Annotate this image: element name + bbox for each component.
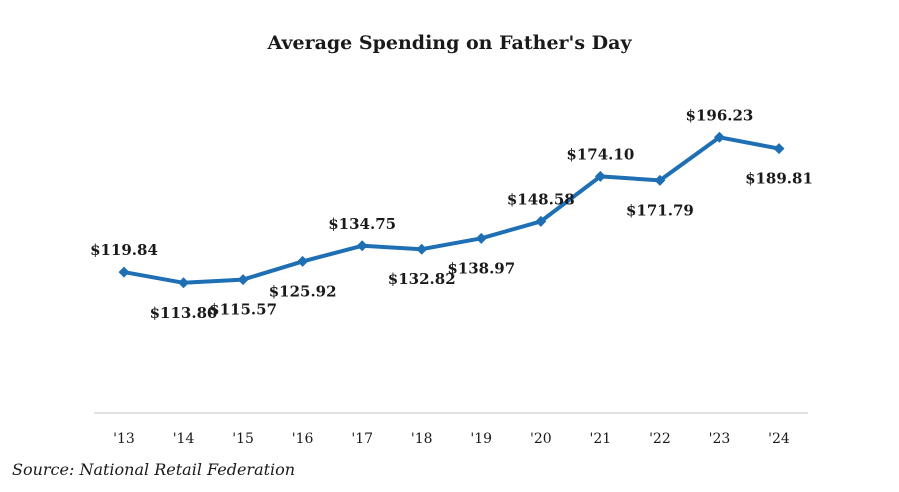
data-label: $171.79 (626, 201, 694, 219)
data-point (297, 255, 309, 267)
data-label: $113.80 (150, 304, 218, 322)
x-tick-label: '15 (232, 431, 254, 447)
data-point (416, 243, 428, 255)
x-tick-label: '16 (292, 431, 314, 447)
chart-title: Average Spending on Father's Day (267, 32, 632, 54)
data-point (654, 174, 666, 186)
data-point (594, 170, 606, 182)
data-point (178, 277, 190, 289)
data-label: $119.84 (90, 241, 158, 259)
x-tick-label: '17 (351, 431, 373, 447)
data-point (713, 131, 725, 143)
data-label: $132.82 (388, 270, 456, 288)
x-tick-label: '24 (768, 431, 790, 447)
x-tick-label: '18 (411, 431, 433, 447)
data-label: $174.10 (566, 145, 634, 163)
data-label: $148.58 (507, 190, 575, 208)
data-label: $138.97 (447, 259, 515, 277)
x-tick-label: '14 (173, 431, 195, 447)
data-point (475, 232, 487, 244)
data-label: $134.75 (328, 215, 396, 233)
data-point (773, 143, 785, 155)
series-line (122, 135, 781, 285)
x-tick-label: '22 (649, 431, 671, 447)
x-tick-label: '21 (590, 431, 612, 447)
data-label: $125.92 (269, 282, 337, 300)
data-point (356, 240, 368, 252)
data-point (535, 215, 547, 227)
x-tick-label: '20 (530, 431, 552, 447)
data-point (118, 266, 130, 278)
x-tick-label: '23 (709, 431, 731, 447)
x-tick-label: '13 (113, 431, 135, 447)
data-point (237, 274, 249, 286)
data-label: $189.81 (745, 170, 813, 188)
x-tick-label: '19 (470, 431, 492, 447)
data-label: $115.57 (209, 301, 277, 319)
data-label: $196.23 (686, 106, 754, 124)
source-note: Source: National Retail Federation (12, 460, 296, 479)
